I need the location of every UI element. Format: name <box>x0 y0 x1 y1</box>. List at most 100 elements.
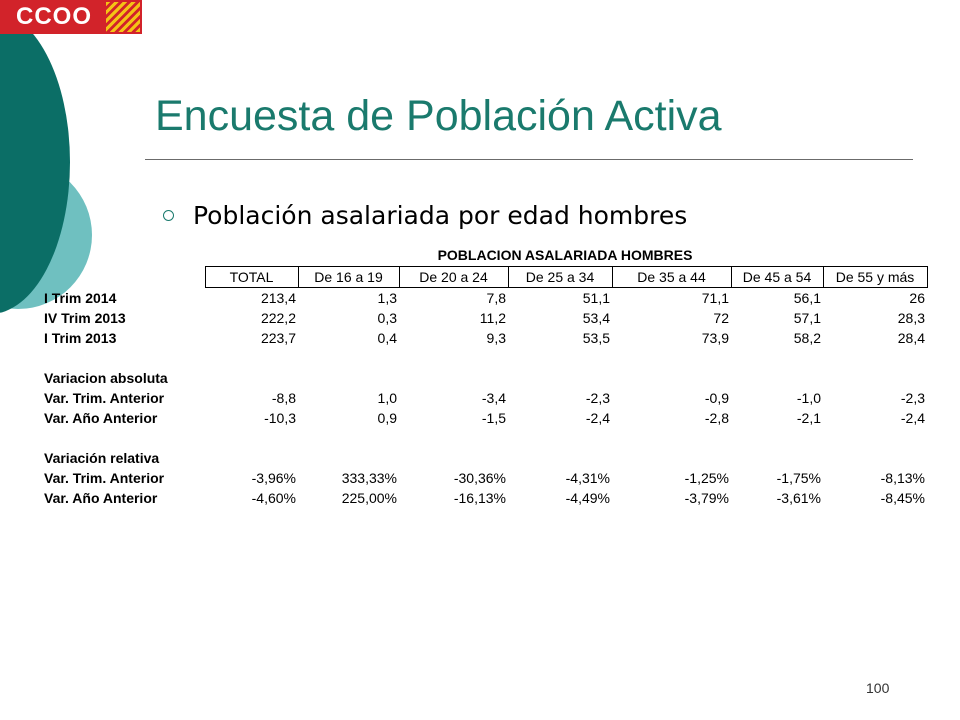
table-header-row: TOTAL De 16 a 19 De 20 a 24 De 25 a 34 D… <box>42 267 927 288</box>
header-cell: De 20 a 24 <box>399 267 508 288</box>
header-blank <box>42 267 205 288</box>
row-label: I Trim 2013 <box>42 328 205 348</box>
table-cell <box>823 428 927 448</box>
table-cell: 222,2 <box>205 308 298 328</box>
table-cell: 51,1 <box>508 288 612 309</box>
table-cell: -1,5 <box>399 408 508 428</box>
table-caption: POBLACION ASALARIADA HOMBRES <box>205 247 925 263</box>
logo-text: CCOO <box>2 2 106 32</box>
table-cell: -1,75% <box>731 468 823 488</box>
header-cell: De 55 y más <box>823 267 927 288</box>
table-cell: -2,3 <box>508 388 612 408</box>
table-cell <box>298 368 399 388</box>
row-label <box>42 428 205 448</box>
table-cell <box>205 428 298 448</box>
title-divider <box>145 159 913 160</box>
table-cell: 0,4 <box>298 328 399 348</box>
table-row: IV Trim 2013 222,2 0,3 11,2 53,4 72 57,1 28,3 <box>42 308 927 328</box>
table-cell: -8,13% <box>823 468 927 488</box>
table-cell: 56,1 <box>731 288 823 309</box>
table-cell: 225,00% <box>298 488 399 508</box>
table-cell: -8,45% <box>823 488 927 508</box>
table-cell <box>205 348 298 368</box>
table-cell: -2,4 <box>823 408 927 428</box>
table-cell: 1,3 <box>298 288 399 309</box>
header-cell: De 25 a 34 <box>508 267 612 288</box>
aragon-flag-icon <box>106 2 140 32</box>
table-cell: -1,0 <box>731 388 823 408</box>
table-cell: 26 <box>823 288 927 309</box>
table-cell: -1,25% <box>612 468 731 488</box>
row-label <box>42 348 205 368</box>
table-cell <box>731 448 823 468</box>
table-cell: 11,2 <box>399 308 508 328</box>
row-label: Var. Trim. Anterior <box>42 388 205 408</box>
ccoo-logo: CCOO <box>0 0 142 34</box>
table-cell <box>508 348 612 368</box>
table-cell: -3,96% <box>205 468 298 488</box>
table-cell <box>823 448 927 468</box>
table-cell: 72 <box>612 308 731 328</box>
row-label: Var. Año Anterior <box>42 408 205 428</box>
table-cell: 28,3 <box>823 308 927 328</box>
table-cell: -30,36% <box>399 468 508 488</box>
table-cell <box>612 368 731 388</box>
table-cell: 71,1 <box>612 288 731 309</box>
table-cell: -2,8 <box>612 408 731 428</box>
table-cell: -3,79% <box>612 488 731 508</box>
table-cell: 73,9 <box>612 328 731 348</box>
table-cell: -0,9 <box>612 388 731 408</box>
row-label: IV Trim 2013 <box>42 308 205 328</box>
table-row: Var. Trim. Anterior -3,96% 333,33% -30,36% -… <box>42 468 927 488</box>
table-cell: -4,60% <box>205 488 298 508</box>
row-label: Variación relativa <box>42 448 205 468</box>
table-cell: -4,31% <box>508 468 612 488</box>
table-cell <box>731 368 823 388</box>
row-label: Var. Trim. Anterior <box>42 468 205 488</box>
table-cell <box>731 348 823 368</box>
table-cell <box>298 448 399 468</box>
table-cell: 57,1 <box>731 308 823 328</box>
table-cell: 28,4 <box>823 328 927 348</box>
data-table: TOTAL De 16 a 19 De 20 a 24 De 25 a 34 D… <box>42 266 928 508</box>
table-row <box>42 348 927 368</box>
table-cell <box>508 368 612 388</box>
table-cell: 58,2 <box>731 328 823 348</box>
table-cell: 0,3 <box>298 308 399 328</box>
table-cell <box>205 368 298 388</box>
header-cell: De 16 a 19 <box>298 267 399 288</box>
table-cell: 9,3 <box>399 328 508 348</box>
slide-title: Encuesta de Población Activa <box>155 92 722 141</box>
table-cell: -4,49% <box>508 488 612 508</box>
table-cell <box>508 448 612 468</box>
table-cell <box>399 348 508 368</box>
table-cell <box>298 348 399 368</box>
table-cell <box>399 368 508 388</box>
table-cell: -10,3 <box>205 408 298 428</box>
table-cell: -8,8 <box>205 388 298 408</box>
row-label: Var. Año Anterior <box>42 488 205 508</box>
header-cell: De 45 a 54 <box>731 267 823 288</box>
table-row: I Trim 2014 213,4 1,3 7,8 51,1 71,1 56,1 26 <box>42 288 927 309</box>
table-cell <box>612 448 731 468</box>
circle-bullet-icon <box>163 210 174 221</box>
table-cell: 223,7 <box>205 328 298 348</box>
table-cell: 333,33% <box>298 468 399 488</box>
header-cell: TOTAL <box>205 267 298 288</box>
table-cell <box>508 428 612 448</box>
table-cell <box>823 348 927 368</box>
table-row: Variacion absoluta <box>42 368 927 388</box>
table-cell: -3,61% <box>731 488 823 508</box>
table-cell: -2,4 <box>508 408 612 428</box>
table-cell: -16,13% <box>399 488 508 508</box>
table-cell <box>823 368 927 388</box>
row-label: Variacion absoluta <box>42 368 205 388</box>
table-row: Variación relativa <box>42 448 927 468</box>
table-cell <box>612 428 731 448</box>
table-cell: 53,4 <box>508 308 612 328</box>
table-cell: -3,4 <box>399 388 508 408</box>
table-cell <box>399 428 508 448</box>
table-row: I Trim 2013 223,7 0,4 9,3 53,5 73,9 58,2 28,4 <box>42 328 927 348</box>
table-cell: 0,9 <box>298 408 399 428</box>
table-cell: 7,8 <box>399 288 508 309</box>
